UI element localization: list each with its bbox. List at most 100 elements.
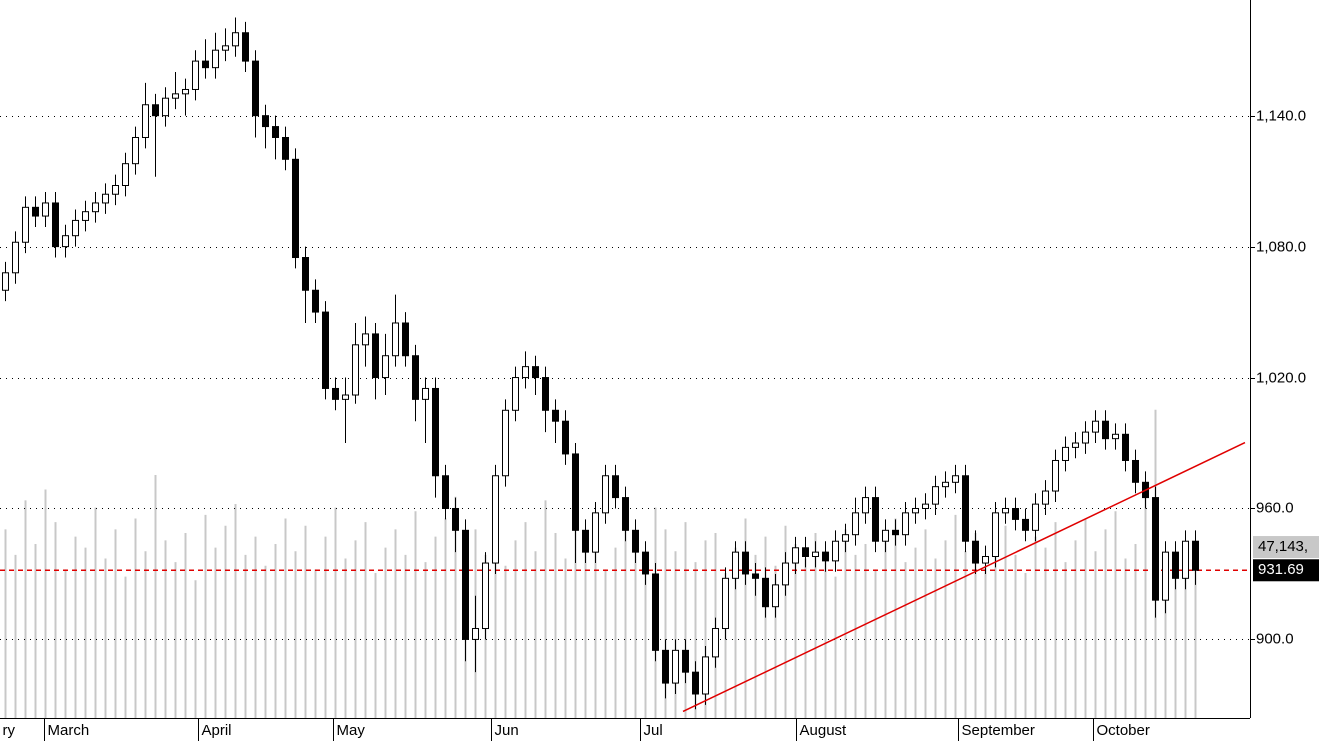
candle-body [62, 235, 69, 248]
candle-body [22, 206, 29, 243]
candle [2, 261, 9, 302]
candle-body [132, 136, 139, 165]
candle-body [1132, 459, 1139, 483]
candle [52, 192, 59, 258]
candle [662, 639, 669, 699]
candle-body [312, 289, 319, 313]
candle [542, 366, 549, 433]
candle-body [682, 649, 689, 673]
candle [32, 196, 39, 227]
candle-body [402, 322, 409, 357]
x-tick-label: August [800, 722, 848, 739]
candle [752, 563, 759, 596]
candle-body [572, 453, 579, 531]
candle [922, 493, 929, 520]
candle-body [322, 311, 329, 389]
candle [792, 536, 799, 574]
candle [762, 567, 769, 618]
candle-body [1002, 507, 1009, 514]
candle-body [902, 512, 909, 536]
candle [972, 530, 979, 574]
candle-body [352, 344, 359, 396]
candle-body [1042, 490, 1049, 505]
candle [1122, 423, 1129, 472]
candle-body [282, 136, 289, 160]
candle-body [162, 97, 169, 117]
candle-body [892, 529, 899, 536]
candle [632, 519, 639, 564]
candle [912, 497, 919, 524]
candle [122, 152, 129, 197]
candle [1112, 423, 1119, 450]
candle [22, 196, 29, 254]
candle-body [542, 377, 549, 411]
candle-body [202, 60, 209, 69]
candle [302, 246, 309, 323]
candle [992, 501, 999, 568]
candle [482, 552, 489, 640]
candle-body [262, 115, 269, 128]
candle-body [1082, 431, 1089, 444]
candle [1072, 432, 1079, 459]
candle [112, 174, 119, 206]
candle-body [702, 656, 709, 695]
candle-body [1032, 503, 1039, 531]
candle [742, 541, 749, 585]
x-tick-label: April [202, 722, 232, 739]
candle-body [1012, 507, 1019, 520]
candle-body [382, 355, 389, 379]
candle [842, 523, 849, 553]
candle [572, 443, 579, 564]
candle-body [672, 649, 679, 684]
trendline [682, 441, 1246, 713]
candle-body [112, 185, 119, 195]
candle-body [1052, 459, 1059, 492]
candle-body [972, 540, 979, 564]
candle [872, 486, 879, 553]
candle [1002, 497, 1009, 524]
candle [682, 639, 689, 684]
candle-body [472, 628, 479, 640]
last-price-label: 931.69 [1258, 561, 1304, 578]
candle-body [612, 475, 619, 499]
candle-body [632, 529, 639, 553]
candle-body [342, 394, 349, 400]
candle-body [1152, 497, 1159, 601]
candle-body [862, 497, 869, 514]
candle-body [732, 551, 739, 579]
candle-body [182, 88, 189, 95]
candle [292, 148, 299, 269]
candle [162, 87, 169, 127]
candle [1132, 449, 1139, 494]
candle-body [1112, 433, 1119, 440]
candle [852, 497, 859, 546]
candle [892, 519, 899, 546]
candle [582, 519, 589, 564]
candle [132, 126, 139, 175]
candle [832, 530, 839, 572]
candle-body [482, 562, 489, 630]
candle [242, 21, 249, 73]
candle-body [192, 60, 199, 90]
candle [282, 126, 289, 171]
candle [182, 78, 189, 116]
candle [602, 464, 609, 524]
candle [1052, 449, 1059, 502]
candle [702, 645, 709, 705]
candle [652, 563, 659, 662]
candle-body [272, 126, 279, 138]
candle [1152, 486, 1159, 618]
candle-body [122, 163, 129, 187]
x-tick-label: Jul [644, 722, 663, 739]
candle [512, 366, 519, 422]
volume-label: 47,143, [1258, 538, 1308, 555]
candle-body [32, 206, 39, 217]
candle-body [982, 556, 989, 564]
candle [322, 301, 329, 400]
candle [982, 545, 989, 574]
candle [932, 475, 939, 516]
candle-body [1092, 420, 1099, 433]
candle-body [12, 241, 19, 274]
candle-body [502, 409, 509, 477]
